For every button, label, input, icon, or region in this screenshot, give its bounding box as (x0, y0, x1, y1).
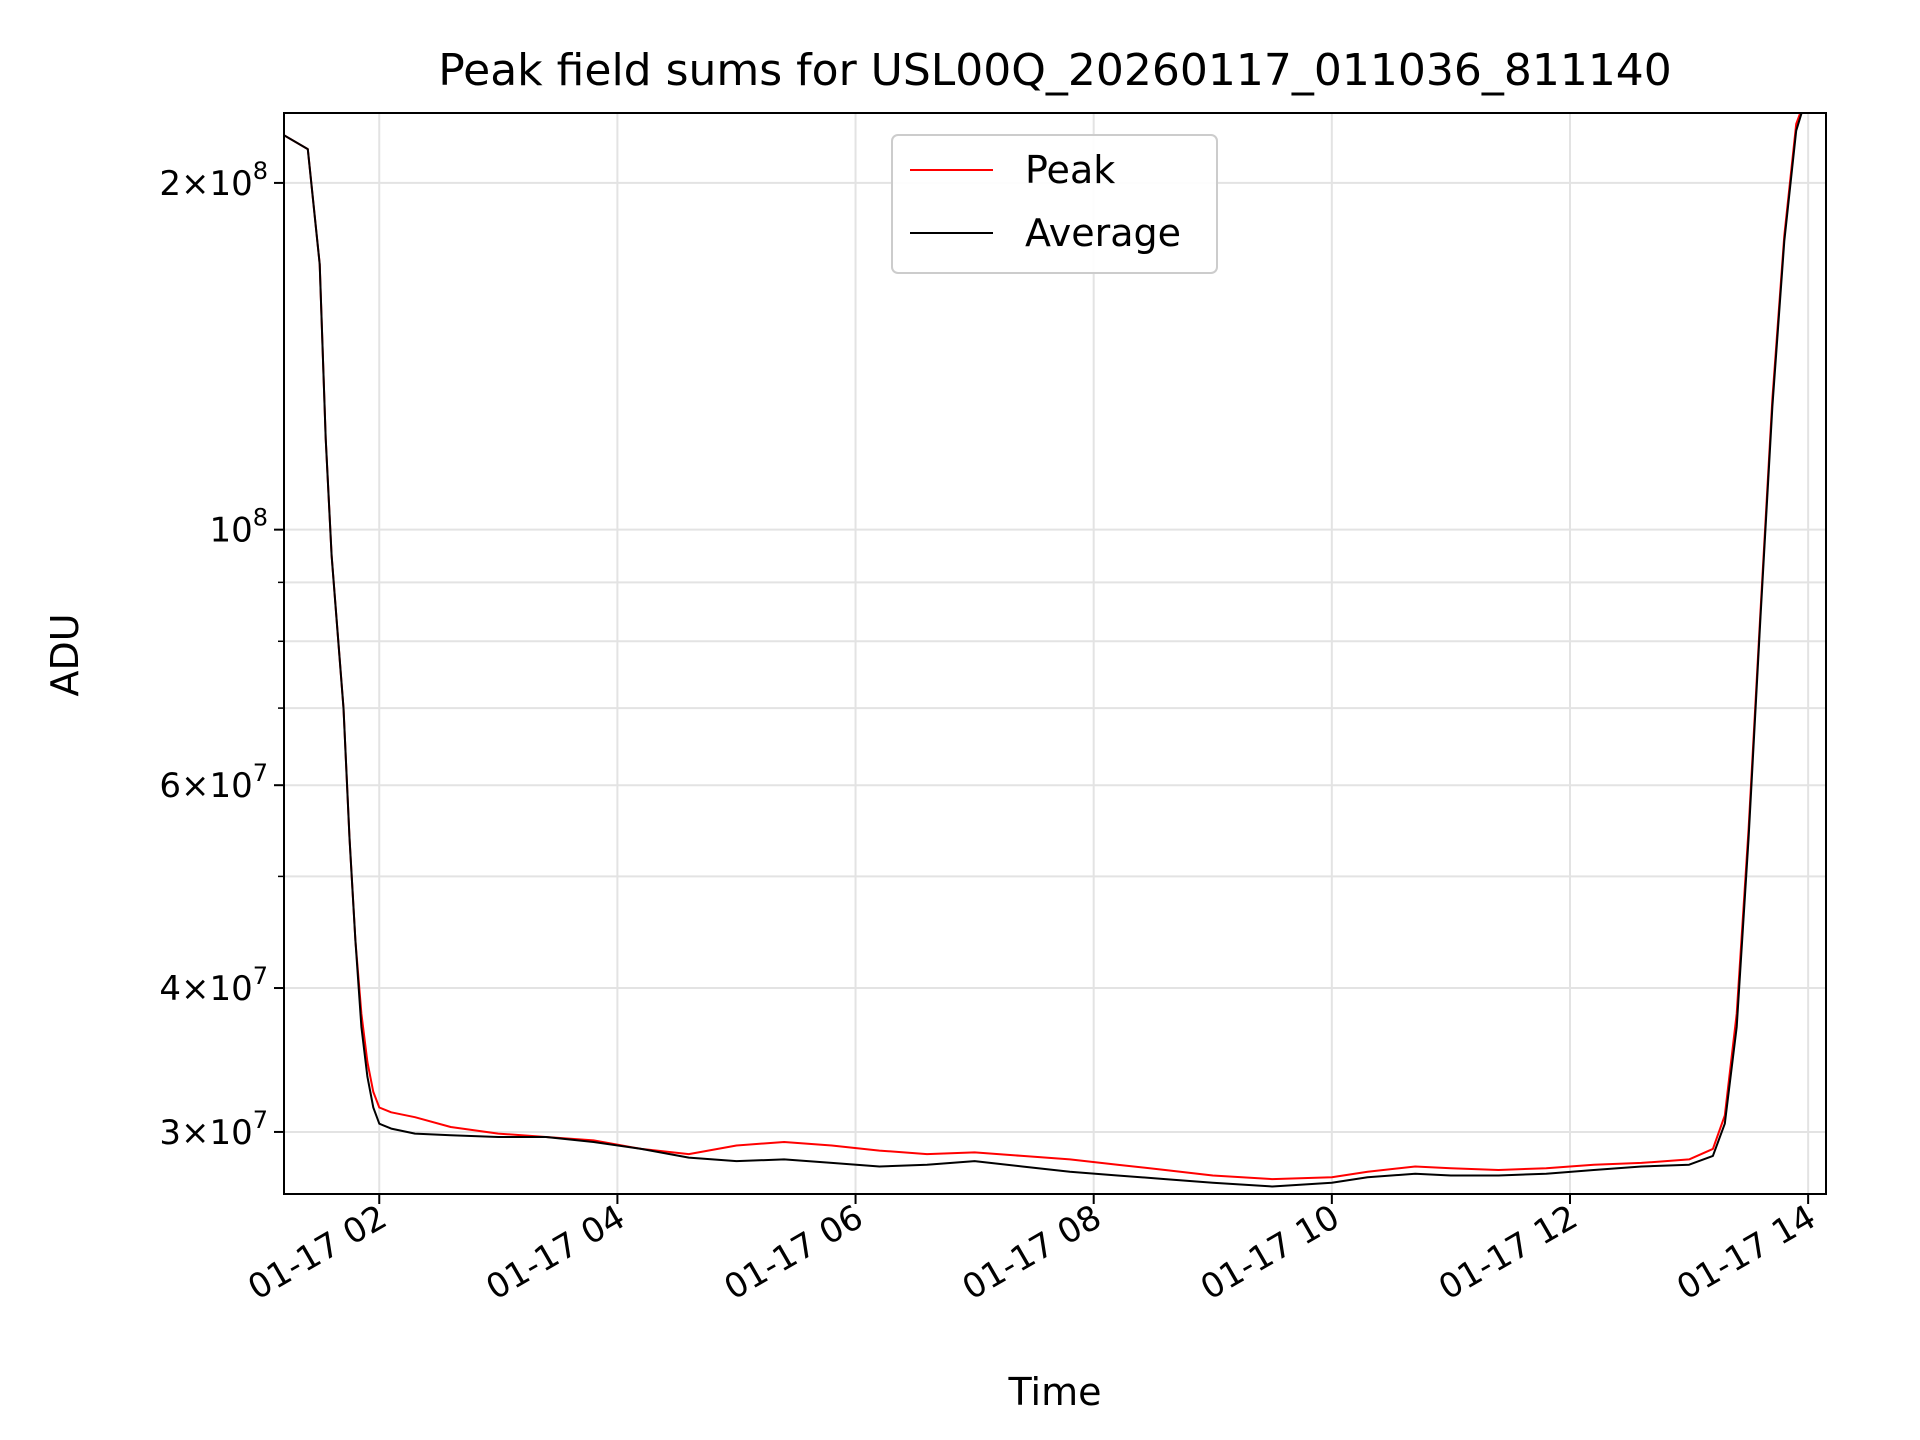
plot-frame (283, 112, 1827, 1195)
y-tick-label: 4×107 (159, 962, 268, 1009)
y-tick-label: 6×107 (159, 759, 268, 806)
legend: Peak Average (891, 134, 1218, 274)
y-tick-label: 108 (209, 504, 268, 551)
y-tick-label: 2×108 (159, 157, 268, 204)
y-tick-label: 3×107 (159, 1106, 268, 1153)
series-line-peak (284, 113, 1802, 1181)
series-line-average (284, 113, 1803, 1188)
grid (284, 113, 1826, 1194)
legend-label-average: Average (1025, 211, 1181, 255)
series-layer (284, 113, 1803, 1188)
legend-label-peak: Peak (1025, 148, 1115, 192)
x-axis-label: Time (1008, 1370, 1102, 1414)
y-axis-label: ADU (43, 613, 87, 696)
chart-title: Peak field sums for USL00Q_20260117_0110… (438, 45, 1672, 96)
